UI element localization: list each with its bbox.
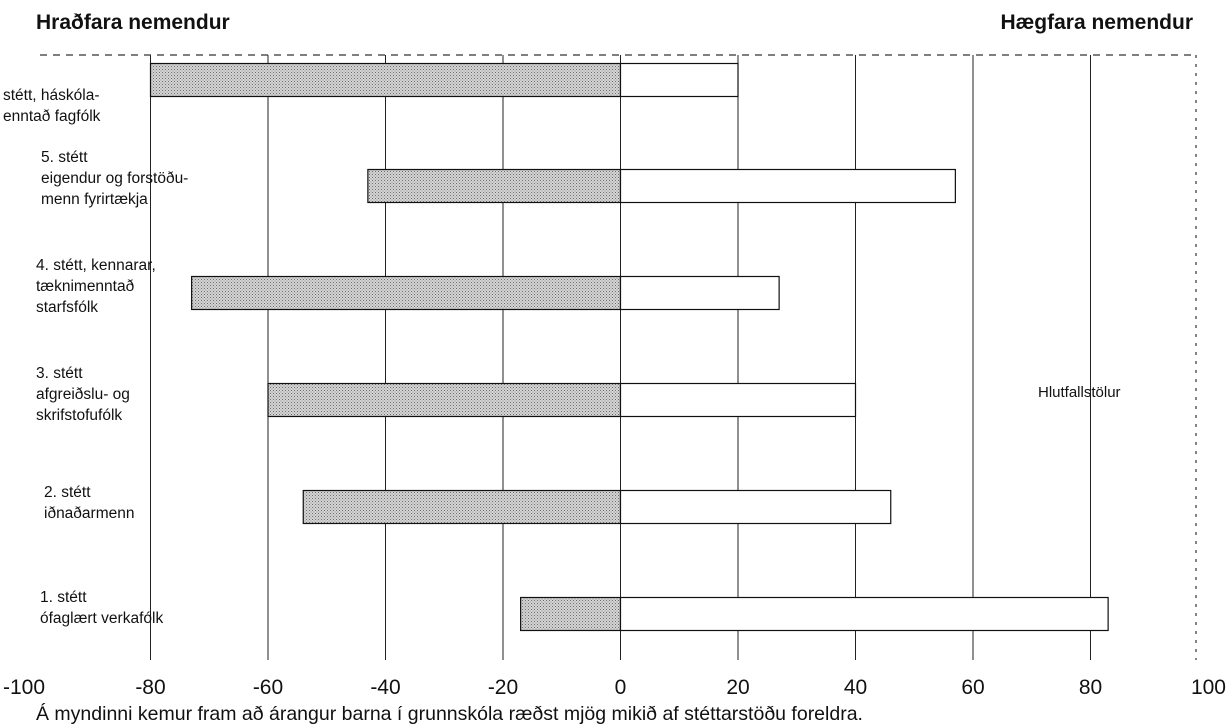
bar-fast xyxy=(191,275,622,311)
bar-slow xyxy=(619,596,1109,632)
bar-fast xyxy=(267,382,622,418)
category-label: 1. stétt ófaglært verkafólk xyxy=(40,589,163,627)
category-labels: stétt, háskóla-enntað fagfólk 5. stétt eig… xyxy=(3,87,188,627)
x-tick-label: -40 xyxy=(370,676,400,699)
annotation-label: Hlutfallstölur xyxy=(1038,384,1121,401)
bar-slow xyxy=(619,62,739,98)
category-label: 5. stétt eigendur og forstöðu-menn fyrirt… xyxy=(41,149,188,208)
x-tick-label: -80 xyxy=(135,676,165,699)
bar-fast xyxy=(149,62,622,98)
bar-slow xyxy=(619,382,857,418)
x-tick-label: 40 xyxy=(844,676,867,699)
left-header: Hraðfara nemendur xyxy=(36,11,230,34)
category-label: 4. stétt, kennarar, tæknimenntað starfsfól… xyxy=(36,257,156,316)
x-tick-label: 0 xyxy=(615,676,627,699)
bar-fast xyxy=(367,168,622,204)
x-tick-label: -20 xyxy=(488,676,518,699)
x-tick-label: 100 xyxy=(1191,676,1226,699)
x-tick-label: 20 xyxy=(726,676,749,699)
x-tick-label: 80 xyxy=(1079,676,1102,699)
grid xyxy=(40,54,1197,660)
category-label: 2. stétt iðnaðarmenn xyxy=(44,484,134,522)
bar-slow xyxy=(619,168,956,204)
bar-slow xyxy=(619,275,780,311)
bar-fast xyxy=(520,596,622,632)
category-label: 3. stétt afgreiðslu- og skrifstofufólk xyxy=(36,365,130,424)
category-label: stétt, háskóla-enntað fagfólk xyxy=(3,87,101,125)
x-tick-label: 60 xyxy=(961,676,984,699)
bars xyxy=(149,62,1109,632)
x-axis-ticks: -100 -80 -60 -40 -20 0 20 40 60 80 100 xyxy=(3,676,1226,699)
caption: Á myndinni kemur fram að árangur barna í… xyxy=(36,702,863,725)
right-header: Hægfara nemendur xyxy=(1000,11,1193,34)
bar-fast xyxy=(302,489,622,525)
bar-slow xyxy=(619,489,892,525)
x-tick-label: -60 xyxy=(253,676,283,699)
x-tick-label: -100 xyxy=(3,676,45,699)
